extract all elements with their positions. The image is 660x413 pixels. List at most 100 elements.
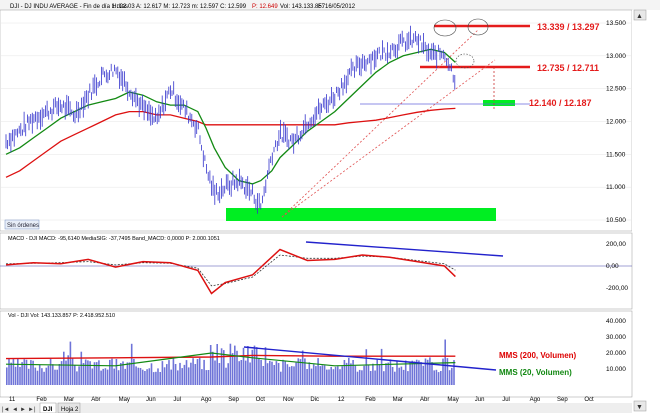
volume-bar [67, 355, 69, 385]
volume-bar [319, 366, 322, 385]
volume-bar [117, 370, 120, 385]
scrollbar-right[interactable] [632, 10, 660, 413]
month-tick-label: Jun [146, 397, 156, 403]
volume-bar [418, 360, 420, 385]
green-support-marker [483, 100, 515, 106]
svg-text:▼: ▼ [636, 404, 643, 411]
volume-bar [187, 367, 190, 385]
volume-bar [190, 362, 192, 385]
volume-bar [25, 359, 28, 385]
volume-bar [293, 366, 295, 385]
volume-bar [315, 366, 317, 385]
volume-bar [43, 371, 45, 385]
sin-ordenes-button[interactable] [4, 219, 40, 230]
volume-bar [409, 362, 411, 385]
volume-bar [157, 368, 159, 385]
month-tick-label: May [119, 397, 130, 403]
month-tick-label: Dic [310, 397, 319, 403]
month-tick-label: 12 [338, 397, 345, 403]
volume-bar [52, 364, 54, 385]
month-tick-label: Feb [365, 397, 376, 403]
volume-bar [128, 362, 131, 385]
chart-title: DJI - DJ INDU AVERAGE - Fin de día 1 día… [10, 4, 128, 10]
volume-bar [141, 369, 144, 385]
volume-bar [446, 358, 449, 385]
volume-bar [82, 363, 85, 385]
volume-bar [214, 360, 216, 385]
volume-bar [247, 346, 249, 385]
volume-bar [89, 361, 91, 385]
volume-bar [426, 359, 429, 385]
volume-bar [244, 360, 247, 385]
volume-bar [122, 361, 124, 385]
volume-bar [383, 371, 385, 385]
scroll-up-button[interactable] [633, 9, 647, 21]
volume-bar [91, 368, 94, 385]
volume-bar [348, 357, 350, 385]
volume-bar [269, 360, 271, 385]
macd-tick-label: -200,00 [606, 285, 628, 292]
volume-bar [440, 371, 442, 385]
volume-bar [146, 369, 148, 385]
macd-panel [0, 232, 633, 310]
volume-bar [273, 365, 275, 385]
volume-bar [137, 367, 140, 385]
tab-hoja-2[interactable] [57, 402, 81, 413]
nav-last-button[interactable]: ►| [28, 407, 36, 413]
volume-bar [448, 370, 451, 385]
volume-bar [126, 362, 129, 385]
resistance-label: 13.339 / 13.297 [537, 22, 600, 32]
volume-bar [45, 367, 48, 385]
volume-tick-label: 10.000 [606, 366, 626, 373]
tab-dji[interactable] [39, 402, 57, 413]
volume-bar [60, 361, 63, 385]
volume-bar [38, 364, 41, 385]
volume-bar [391, 367, 394, 385]
nav-first-button[interactable]: |◄ [2, 407, 10, 413]
price-tick-label: 10.500 [606, 217, 626, 224]
volume-bar [435, 369, 438, 385]
volume-bar [152, 372, 155, 385]
volume-bar [372, 363, 374, 385]
month-tick-label: Oct [584, 397, 594, 403]
volume-bar [209, 345, 212, 385]
volume-bar [374, 370, 376, 385]
price-tick-label: 11.000 [606, 184, 626, 191]
mms20-label: MMS (20, Volumen) [499, 368, 572, 377]
volume-bar [106, 369, 109, 385]
volume-bar [253, 345, 256, 385]
volume-bar [113, 368, 115, 385]
volume-bar [264, 347, 267, 385]
volume-bar [69, 341, 72, 385]
volume-bar [249, 362, 251, 385]
volume-bar [437, 372, 440, 385]
price-panel [0, 9, 633, 232]
scroll-down-button[interactable] [633, 400, 647, 412]
nav-next-button[interactable]: ► [20, 407, 26, 413]
nav-prev-button[interactable]: ◄ [12, 407, 18, 413]
volume-bar [337, 366, 339, 385]
volume-bar [111, 358, 113, 385]
top-ellipse-1 [433, 19, 457, 37]
volume-bar [63, 351, 65, 385]
volume-bar [47, 365, 50, 385]
volume-bar [172, 357, 175, 385]
volume-bar [415, 359, 418, 385]
volume-bar [78, 366, 80, 385]
volume-bar [19, 367, 21, 385]
volume-bar [358, 369, 361, 385]
volume-bar [332, 369, 335, 385]
volume-bar [240, 360, 243, 385]
volume-bars [6, 339, 455, 385]
volume-bar [135, 366, 137, 385]
month-tick-label: Mar [393, 397, 403, 403]
volume-bar [407, 371, 409, 385]
volume-bar [431, 362, 433, 385]
volume-bar [174, 364, 177, 385]
price-tick-label: 12.500 [606, 86, 626, 93]
month-tick-label: Jul [502, 397, 510, 403]
volume-bar [124, 368, 126, 385]
volume-bar [49, 358, 52, 385]
volume-bar [444, 339, 446, 385]
